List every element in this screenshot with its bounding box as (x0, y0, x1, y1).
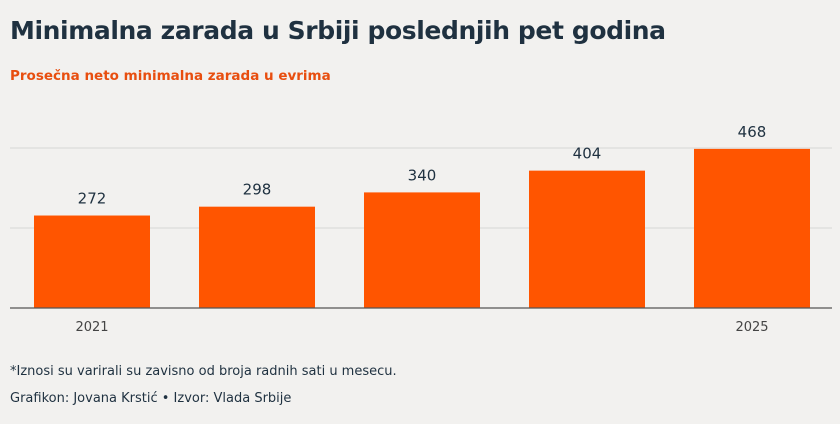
bar-4 (694, 148, 810, 308)
bar-chart: 272 2021 298 340 404 468 2025 (10, 123, 832, 335)
chart-title: Minimalna zarada u Srbiji poslednjih pet… (10, 16, 666, 45)
bar-1 (199, 206, 315, 308)
chart-subtitle: Prosečna neto minimalna zarada u evrima (10, 68, 331, 84)
data-label-1: 298 (243, 181, 272, 199)
data-label-3: 404 (573, 145, 602, 163)
data-label-2: 340 (408, 166, 437, 184)
data-label-0: 272 (78, 190, 107, 208)
x-tick-label-4: 2025 (735, 320, 768, 335)
footnote: *Iznosi su varirali su zavisno od broja … (10, 364, 397, 379)
bar-0 (34, 215, 150, 308)
credits: Grafikon: Jovana Krstić • Izvor: Vlada S… (10, 391, 292, 406)
bar-2 (364, 192, 480, 308)
x-tick-label-0: 2021 (75, 320, 108, 335)
data-label-4: 468 (738, 123, 767, 141)
bar-3 (529, 170, 645, 308)
